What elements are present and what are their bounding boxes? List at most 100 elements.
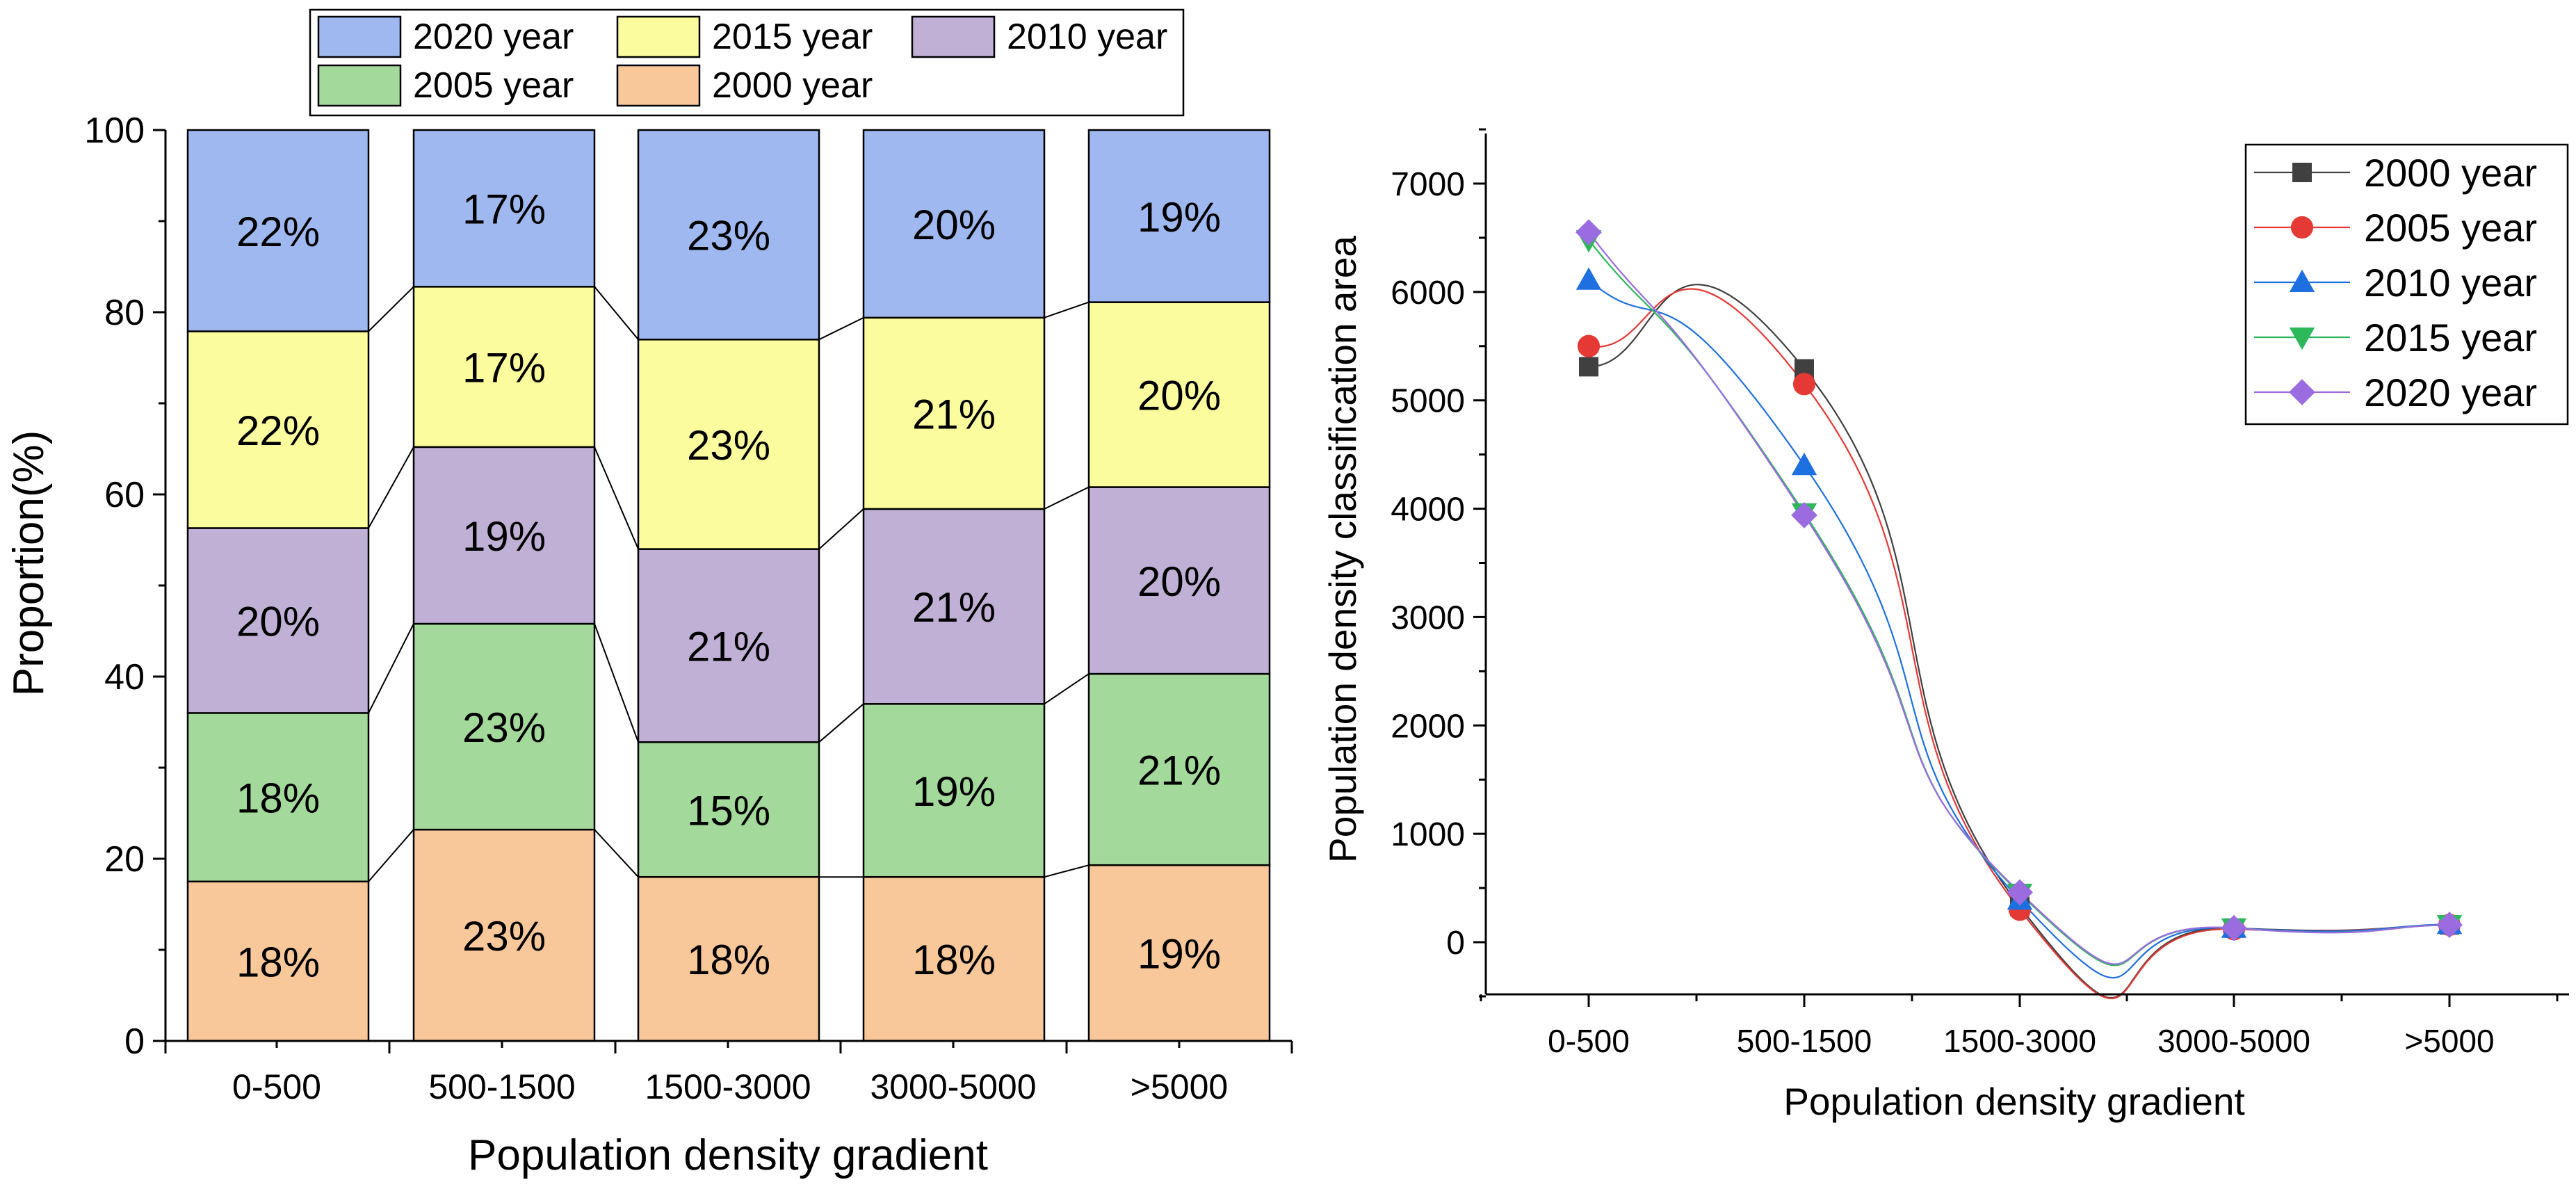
bar-segment — [186, 712, 370, 883]
legend-label: 2000 year — [2364, 151, 2537, 195]
right-x-axis-title: Population density gradient — [1783, 1080, 2245, 1123]
marker-triangle-up — [2289, 269, 2315, 292]
connector-line — [368, 829, 414, 882]
bar-segment — [862, 316, 1046, 510]
connector-line — [368, 623, 414, 713]
right-y-ticks: 0 1000 2000 3000 4000 5000 6000 7000 — [1391, 128, 1486, 998]
left-x-ticks: 0-500 500-1500 1500-3000 3000-5000 >5000 — [164, 1041, 1293, 1106]
y-tick-label: 60 — [104, 475, 145, 515]
right-legend: 2000 year 2005 year 2010 year 2015 year 2020… — [2244, 143, 2569, 426]
bar-segment — [637, 548, 820, 743]
legend-label: 2015 year — [2364, 316, 2537, 359]
right-x-ticks: 0-500 500-1500 1500-3000 3000-5000 >5000 — [1480, 994, 2559, 1059]
legend-label: 2000 year — [712, 65, 873, 106]
y-tick-label: 7000 — [1391, 166, 1465, 203]
bar-segment — [1087, 129, 1271, 303]
segment-label: 20% — [912, 202, 996, 248]
legend-label: 2020 year — [2364, 371, 2537, 414]
marker-circle — [1792, 373, 1816, 396]
y-tick-label: 6000 — [1391, 275, 1465, 312]
x-tick-label: 3000-5000 — [2157, 1023, 2310, 1059]
bar-segment — [186, 527, 370, 714]
legend-label: 2005 year — [413, 65, 574, 106]
segment-label: 21% — [912, 584, 996, 631]
marker-diamond — [1575, 219, 1602, 246]
segment-label: 17% — [462, 186, 546, 233]
y-tick-label: 100 — [84, 111, 145, 151]
segment-label: 20% — [1137, 558, 1221, 605]
segment-label: 19% — [462, 513, 546, 560]
marker-diamond — [2221, 914, 2247, 942]
x-tick-label: 500-1500 — [428, 1067, 575, 1106]
connector-line — [818, 508, 864, 550]
segment-label: 23% — [687, 213, 770, 259]
series-lines — [1588, 232, 2450, 1000]
segment-label: 19% — [1137, 931, 1221, 978]
bar-segment — [1087, 672, 1271, 866]
connector-line — [1044, 486, 1089, 510]
marker-square — [2292, 163, 2312, 182]
segment-label: 20% — [236, 598, 320, 645]
connector-line — [594, 829, 639, 878]
marker-circle — [2290, 216, 2314, 239]
x-tick-label: 1500-3000 — [645, 1067, 811, 1106]
legend-swatch — [616, 15, 701, 58]
x-tick-label: 500-1500 — [1737, 1023, 1872, 1059]
bar-connector-lines — [368, 286, 1089, 882]
y-tick-label: 3000 — [1391, 599, 1465, 636]
bar-segment — [862, 508, 1046, 705]
bar-segment — [637, 339, 820, 550]
segment-label: 20% — [1137, 373, 1221, 419]
y-tick-label: 2000 — [1391, 708, 1465, 745]
connector-line — [818, 703, 864, 743]
right-y-axis-title: Population density classification area — [1321, 236, 1364, 863]
connector-line — [594, 286, 639, 340]
bar-segment — [186, 330, 370, 529]
segment-label: 18% — [687, 937, 770, 983]
segment-label: 23% — [462, 913, 546, 960]
segment-label: 15% — [687, 787, 770, 834]
bar-segment — [862, 703, 1046, 878]
connector-line — [594, 446, 639, 549]
bar-segment — [637, 129, 820, 341]
marker-diamond — [2289, 379, 2315, 405]
x-tick-label: >5000 — [1131, 1067, 1228, 1106]
left-y-ticks: 0 20 40 60 80 100 — [84, 111, 165, 1062]
segment-label: 22% — [236, 209, 320, 255]
x-tick-label: 0-500 — [232, 1067, 321, 1106]
legend-swatch — [317, 64, 402, 107]
left-x-axis-title: Population density gradient — [468, 1131, 988, 1179]
stacked-bar-chart: 18% 18% 20% 22% 22% 23% 23% 19% 17% 17% 18% 15% 21% 2… — [5, 8, 1293, 1179]
left-y-axis-title: Proportion(%) — [5, 430, 53, 696]
x-tick-label: >5000 — [2404, 1023, 2494, 1059]
segment-label: 21% — [687, 623, 770, 670]
y-tick-label: 80 — [104, 293, 145, 333]
marker-triangle-up — [1791, 453, 1817, 476]
segment-label: 18% — [236, 775, 320, 822]
series-line — [1588, 232, 2450, 965]
connector-line — [1044, 673, 1089, 705]
legend-swatch — [317, 15, 402, 58]
x-tick-label: 1500-3000 — [1943, 1023, 2096, 1059]
legend-label: 2005 year — [2364, 206, 2537, 250]
bar-segment — [862, 875, 1046, 1042]
y-tick-label: 4000 — [1391, 492, 1465, 528]
bar-segment — [412, 129, 596, 288]
marker-diamond — [1791, 502, 1817, 528]
segment-label: 19% — [1137, 194, 1221, 241]
marker-diamond — [2436, 912, 2463, 938]
connector-line — [818, 316, 864, 341]
connector-line — [368, 286, 414, 332]
bar-segments — [186, 129, 1271, 1042]
segment-label: 17% — [462, 345, 546, 391]
y-tick-label: 5000 — [1391, 383, 1465, 420]
series-markers — [1575, 219, 2463, 942]
connector-line — [594, 623, 639, 743]
bar-segment — [186, 129, 370, 332]
bar-segment — [412, 622, 596, 831]
line-chart: 0 1000 2000 3000 4000 5000 6000 7000 0-500 500-1… — [1321, 128, 2569, 1123]
legend-swatch — [911, 15, 996, 58]
bar-segment — [862, 129, 1046, 319]
segment-label: 22% — [236, 407, 320, 454]
